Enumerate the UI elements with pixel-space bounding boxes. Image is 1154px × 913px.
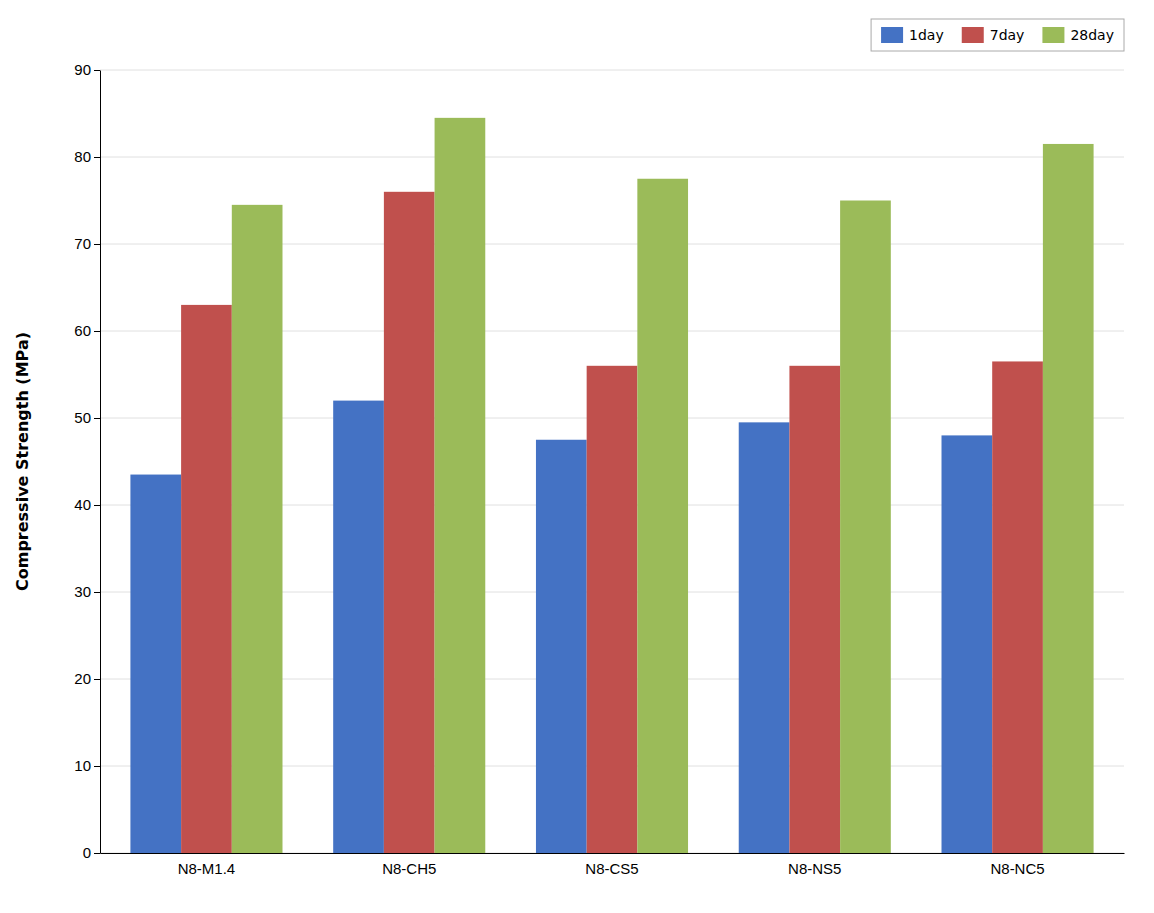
tick-label: N8-CH5 [382,860,436,877]
legend-swatch [962,27,984,43]
tick-mark [94,592,100,593]
tick-mark [94,244,100,245]
bar [739,422,790,853]
y-axis-title: Compressive Strength (MPa) [13,332,32,591]
bar [992,361,1043,853]
tick-mark [94,157,100,158]
bar [942,435,993,853]
axis-line [100,71,101,854]
axis-line [101,853,1125,854]
bars [130,118,1093,853]
bar [384,192,435,853]
tick: N8-CS5 [585,860,638,877]
tick-label: 80 [74,148,91,165]
plot: 0102030405060708090N8-M1.4N8-CH5N8-CS5N8… [74,61,1124,876]
y-axis: 0 10 20 30 40 50 60 70 80 90 [74,61,100,861]
tick-mark [94,418,100,419]
legend-label: 28day [1070,27,1114,43]
bar [789,366,840,853]
tick: 90 [74,61,100,78]
tick-mark [94,853,100,854]
tick-label: 60 [74,322,91,339]
tick: 60 [74,322,100,339]
tick: 50 [74,409,100,426]
tick-label: 50 [74,409,91,426]
tick: 20 [74,670,100,687]
tick-mark [94,766,100,767]
grid-line [100,157,1124,158]
tick-mark [94,70,100,71]
bar [637,179,688,853]
legend-swatch [1042,27,1064,43]
tick: 70 [74,235,100,252]
tick: 0 [83,844,100,861]
legend-frame [871,19,1124,51]
tick-label: 40 [74,496,91,513]
tick-label: 90 [74,61,91,78]
legend-swatch [881,27,903,43]
tick: N8-NC5 [990,860,1044,877]
tick-label: N8-NC5 [990,860,1044,877]
bar [130,475,181,853]
x-axis: N8-M1.4 N8-CH5 N8-CS5 N8-NS5 N8-NC5 [101,854,1125,877]
bar [1043,144,1094,853]
tick-label: N8-M1.4 [178,860,236,877]
tick-label: 70 [74,235,91,252]
tick-label: 10 [74,757,91,774]
tick-mark [94,679,100,680]
bar [840,201,891,854]
grid-line [100,70,1124,71]
tick: 10 [74,757,100,774]
tick-mark [94,505,100,506]
grid [100,70,1124,853]
tick-label: 0 [83,844,91,861]
bar [181,305,232,853]
bar [536,440,587,853]
tick-label: N8-NS5 [788,860,841,877]
legend: 1day 7day 28day [871,19,1124,51]
bar-series [181,192,1043,853]
tick-label: N8-CS5 [585,860,638,877]
bar-series [232,118,1094,853]
legend-label: 7day [990,27,1025,43]
tick-mark [94,331,100,332]
chart: 0102030405060708090N8-M1.4N8-CH5N8-CS5N8… [0,0,1154,913]
tick: 80 [74,148,100,165]
legend-item: 1day [881,27,944,43]
tick: 30 [74,583,100,600]
legend-item: 28day [1042,27,1114,43]
legend-label: 1day [909,27,944,43]
legend-item: 7day [962,27,1025,43]
tick: 40 [74,496,100,513]
tick: N8-CH5 [382,860,436,877]
tick: N8-NS5 [788,860,841,877]
tick-label: 30 [74,583,91,600]
bar [333,401,384,853]
bar [435,118,486,853]
bar [587,366,638,853]
tick: N8-M1.4 [178,860,236,877]
tick-label: 20 [74,670,91,687]
bar [232,205,283,853]
